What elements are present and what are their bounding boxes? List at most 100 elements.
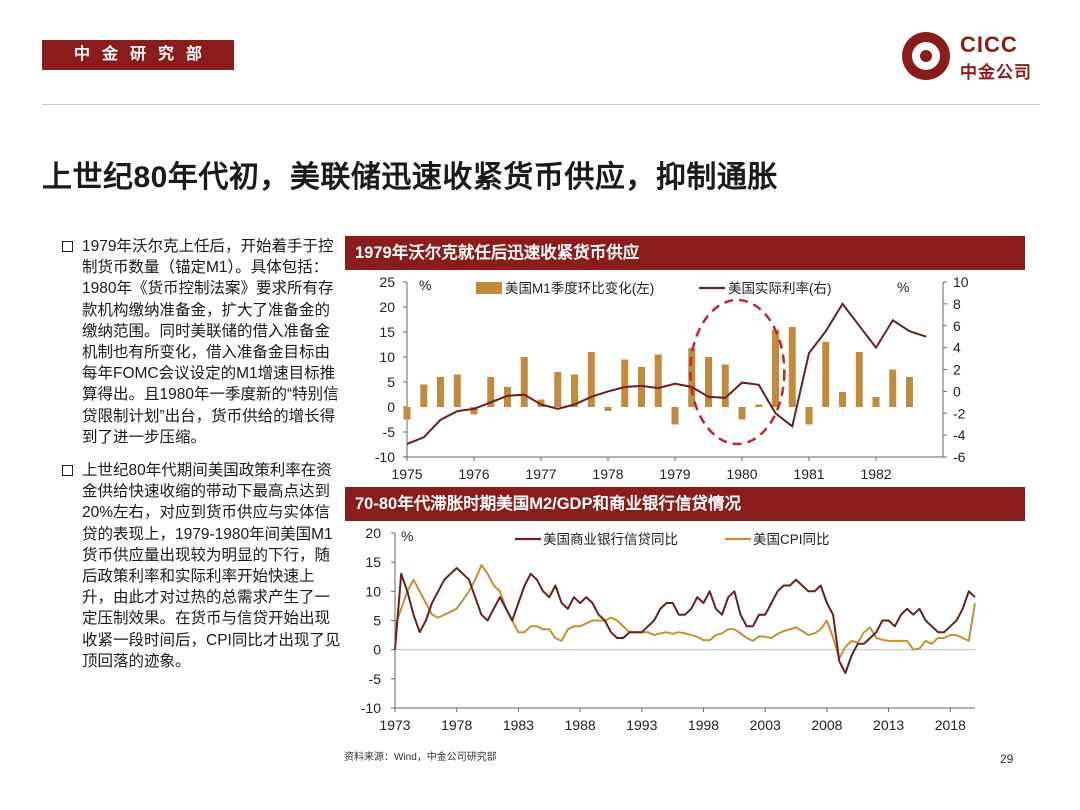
- page-number: 29: [1000, 752, 1014, 766]
- chart2-x-tick-label: 2013: [873, 717, 904, 733]
- chart1-bar: [571, 374, 578, 407]
- chart2-x-tick-label: 2008: [811, 717, 842, 733]
- chart2-y-unit: %: [401, 528, 413, 544]
- chart1-bar: [839, 392, 846, 407]
- chart1-legend-line-label: 美国实际利率(右): [728, 280, 832, 296]
- logo-text-cn: 中金公司: [960, 63, 1032, 82]
- bullet-item: 上世纪80年代期间美国政策利率在资金供给快速收缩的带动下最高点达到20%左右，对…: [62, 460, 342, 672]
- chart1-bar: [487, 377, 495, 407]
- chart2-legend-credit-label: 美国商业银行信贷同比: [543, 532, 678, 547]
- page-title: 上世纪80年代初，美联储迅速收紧货币供应，抑制通胀: [42, 161, 778, 194]
- chart2-y-tick-label: 5: [373, 613, 381, 629]
- logo-text-en: CICC: [960, 32, 1018, 57]
- chart1-bar: [470, 407, 478, 415]
- chart1-right-tick-label: 0: [953, 383, 961, 399]
- chart1-left-tick-label: 5: [387, 374, 395, 390]
- chart2-y-tick-label: 0: [373, 642, 381, 658]
- source-note: 资料来源：Wind，中金公司研究部: [344, 752, 497, 763]
- chart1-x-tick-label: 1978: [592, 466, 623, 482]
- chart1-x-tick-label: 1982: [860, 466, 891, 482]
- chart1-bar: [403, 407, 411, 420]
- chart1-left-tick-label: 20: [379, 299, 395, 315]
- chart2-y-tick-label: 10: [365, 583, 381, 599]
- header-divider: [42, 104, 1040, 105]
- chart1-right-tick-label: 2: [953, 362, 961, 378]
- checkbox-bullet-icon: [62, 241, 73, 252]
- chart2-x-tick-label: 1993: [626, 717, 657, 733]
- chart1-bar: [654, 354, 662, 407]
- chart1-title: 1979年沃尔克就任后迅速收紧货币供应: [345, 236, 1025, 270]
- bullet-list: 1979年沃尔克上任后，开始着手于控制货币数量（锚定M1）。具体包括：1980年…: [62, 236, 342, 684]
- checkbox-bullet-icon: [62, 465, 73, 477]
- bullet-text: 上世纪80年代期间美国政策利率在资金供给快速收缩的带动下最高点达到20%左右，对…: [82, 462, 341, 670]
- chart1-bar: [805, 407, 813, 425]
- chart2-x-tick-label: 1988: [565, 717, 596, 733]
- chart1-bar: [738, 407, 746, 420]
- chart1-bar: [671, 407, 679, 425]
- chart1-x-tick-label: 1981: [793, 466, 824, 482]
- chart1-right-tick-label: -4: [953, 427, 966, 443]
- cicc-logo-icon: [902, 32, 950, 80]
- chart2-credit-line: [394, 567, 976, 674]
- chart1-bar: [705, 357, 712, 407]
- chart1-bar: [872, 397, 880, 407]
- chart1-left-tick-label: 15: [379, 324, 395, 340]
- chart1-bar: [621, 359, 629, 407]
- chart1-left-tick-label: -10: [375, 449, 395, 465]
- chart1-bar: [889, 369, 897, 407]
- chart1-right-tick-label: -6: [953, 449, 966, 465]
- chart1-left-tick-label: 0: [387, 399, 395, 415]
- chart1-bar: [554, 372, 562, 407]
- chart1-bar: [855, 352, 863, 407]
- chart1-right-tick-label: -2: [953, 405, 966, 421]
- chart2-x-tick-label: 1973: [379, 717, 410, 733]
- chart2-credit-cpi: 20 15 10 5 0 -5 -10% 1973 1978 1983 1988 1993 1998 20…: [361, 525, 976, 733]
- chart1-x-tick-label: 1980: [726, 466, 757, 482]
- chart2-legend-cpi-label: 美国CPI同比: [753, 532, 830, 547]
- chart1-right-unit: %: [897, 279, 909, 295]
- chart1-bar: [437, 377, 444, 407]
- chart2-x-tick-label: 1998: [688, 717, 719, 733]
- chart1-right-tick-label: 8: [953, 296, 961, 312]
- chart1-x-tick-label: 1975: [391, 466, 422, 482]
- chart2-y-tick-label: -5: [369, 671, 382, 687]
- chart1-real-rate-line: [406, 302, 927, 445]
- bullet-text: 1979年沃尔克上任后，开始着手于控制货币数量（锚定M1）。具体包括：1980年…: [82, 238, 339, 446]
- bullet-item: 1979年沃尔克上任后，开始着手于控制货币数量（锚定M1）。具体包括：1980年…: [62, 236, 342, 448]
- chart1-right-tick-label: 6: [953, 318, 961, 334]
- chart1-bar: [587, 352, 595, 407]
- chart1-left-tick-label: 10: [379, 349, 395, 365]
- chart2-x-tick-label: 1978: [441, 717, 472, 733]
- chart1-bar: [788, 327, 796, 407]
- chart1-bar: [638, 367, 645, 407]
- chart1-right-tick-label: 10: [953, 274, 969, 290]
- chart1-bar: [772, 329, 779, 407]
- chart1-bar: [688, 348, 696, 407]
- chart1-bar: [520, 357, 528, 407]
- chart1-legend-bar-label: 美国M1季度环比变化(左): [505, 281, 654, 296]
- chart1-left-tick-label: 25: [379, 274, 395, 290]
- chart1-right-tick-label: 4: [953, 340, 961, 356]
- chart1-bar: [755, 404, 763, 407]
- chart2-cpi-line: [394, 564, 976, 660]
- chart1-bar: [537, 399, 545, 407]
- chart1-bar: [420, 384, 428, 407]
- chart1-x-tick-label: 1976: [458, 466, 489, 482]
- chart1-bar: [906, 377, 913, 407]
- chart1-left-unit: %: [419, 277, 431, 293]
- chart1-legend-bar-swatch: [476, 282, 502, 294]
- department-label: 中金研究部: [42, 40, 234, 70]
- chart2-title: 70-80年代滞胀时期美国M2/GDP和商业银行信贷情况: [345, 487, 1025, 521]
- chart2-x-tick-label: 1983: [503, 717, 534, 733]
- chart2-y-tick-label: 20: [365, 525, 381, 541]
- chart1-bar: [721, 364, 729, 407]
- chart1-highlight-ellipse: [689, 298, 786, 446]
- chart1-bar: [504, 387, 511, 407]
- cicc-logo: CICC 中金公司: [898, 28, 1048, 84]
- chart1-left-tick-label: -5: [383, 424, 396, 440]
- chart1-bar: [453, 374, 461, 407]
- chart2-y-tick-label: -10: [361, 700, 381, 716]
- chart2-x-tick-label: 2003: [750, 717, 781, 733]
- chart1-bar: [604, 407, 612, 411]
